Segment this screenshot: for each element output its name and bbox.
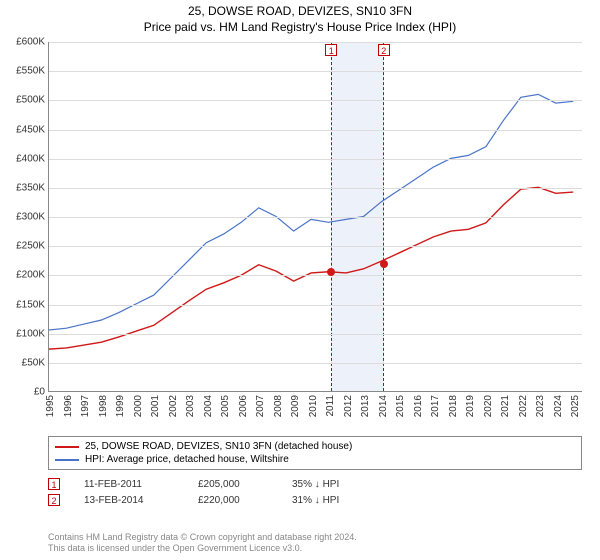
x-tick-label: 1999 <box>115 395 126 417</box>
transaction-row: 2 13-FEB-2014 £220,000 31% ↓ HPI <box>48 492 372 508</box>
y-tick-label: £100K <box>16 328 45 339</box>
transaction-date: 11-FEB-2011 <box>84 479 174 490</box>
y-tick-label: £300K <box>16 212 45 223</box>
gridline-h <box>49 275 582 276</box>
series-price_paid <box>49 187 573 349</box>
title-line2: Price paid vs. HM Land Registry's House … <box>0 20 600 36</box>
x-tick-label: 2013 <box>360 395 371 417</box>
transaction-pct: 35% ↓ HPI <box>292 479 372 490</box>
x-tick-label: 2022 <box>518 395 529 417</box>
legend-item: HPI: Average price, detached house, Wilt… <box>55 453 575 466</box>
x-tick-label: 2005 <box>220 395 231 417</box>
gridline-h <box>49 159 582 160</box>
gridline-h <box>49 334 582 335</box>
chart-plot-area: £0£50K£100K£150K£200K£250K£300K£350K£400… <box>48 42 582 392</box>
callout-badge: 2 <box>378 44 390 56</box>
x-tick-label: 2008 <box>273 395 284 417</box>
x-tick-label: 2024 <box>553 395 564 417</box>
footer-line2: This data is licensed under the Open Gov… <box>48 543 357 554</box>
x-tick-label: 2010 <box>308 395 319 417</box>
price-marker <box>380 260 388 268</box>
title-line1: 25, DOWSE ROAD, DEVIZES, SN10 3FN <box>0 4 600 20</box>
y-tick-label: £200K <box>16 270 45 281</box>
legend-item: 25, DOWSE ROAD, DEVIZES, SN10 3FN (detac… <box>55 440 575 453</box>
x-tick-label: 2018 <box>448 395 459 417</box>
x-tick-label: 2007 <box>255 395 266 417</box>
legend-swatch <box>55 459 79 461</box>
gridline-h <box>49 188 582 189</box>
gridline-h <box>49 363 582 364</box>
legend: 25, DOWSE ROAD, DEVIZES, SN10 3FN (detac… <box>48 436 582 470</box>
transaction-price: £205,000 <box>198 479 268 490</box>
gridline-h <box>49 246 582 247</box>
legend-label: HPI: Average price, detached house, Wilt… <box>85 454 289 465</box>
x-tick-label: 2006 <box>238 395 249 417</box>
transaction-date: 13-FEB-2014 <box>84 495 174 506</box>
transaction-row: 1 11-FEB-2011 £205,000 35% ↓ HPI <box>48 476 372 492</box>
x-tick-label: 2021 <box>500 395 511 417</box>
gridline-h <box>49 42 582 43</box>
x-tick-label: 1997 <box>80 395 91 417</box>
gridline-h <box>49 305 582 306</box>
y-tick-label: £550K <box>16 66 45 77</box>
y-tick-label: £0 <box>34 387 45 398</box>
x-tick-label: 2023 <box>535 395 546 417</box>
x-tick-label: 2011 <box>325 395 336 417</box>
x-tick-label: 2004 <box>203 395 214 417</box>
gridline-h <box>49 130 582 131</box>
x-tick-label: 2016 <box>413 395 424 417</box>
x-tick-label: 2014 <box>378 395 389 417</box>
x-tick-label: 2020 <box>483 395 494 417</box>
transaction-pct: 31% ↓ HPI <box>292 495 372 506</box>
x-tick-label: 2017 <box>430 395 441 417</box>
gridline-h <box>49 100 582 101</box>
x-tick-label: 2019 <box>465 395 476 417</box>
x-tick-label: 2000 <box>133 395 144 417</box>
x-tick-label: 1998 <box>98 395 109 417</box>
transaction-price: £220,000 <box>198 495 268 506</box>
y-tick-label: £450K <box>16 124 45 135</box>
x-tick-label: 2012 <box>343 395 354 417</box>
x-tick-label: 2015 <box>395 395 406 417</box>
footer-line1: Contains HM Land Registry data © Crown c… <box>48 532 357 543</box>
chart-title: 25, DOWSE ROAD, DEVIZES, SN10 3FN Price … <box>0 0 600 35</box>
y-tick-label: £400K <box>16 153 45 164</box>
y-tick-label: £150K <box>16 299 45 310</box>
transaction-table: 1 11-FEB-2011 £205,000 35% ↓ HPI 2 13-FEB-201… <box>48 476 372 508</box>
x-tick-label: 2009 <box>290 395 301 417</box>
gridline-h <box>49 217 582 218</box>
footer-attribution: Contains HM Land Registry data © Crown c… <box>48 532 357 555</box>
transaction-badge: 2 <box>48 494 60 506</box>
y-tick-label: £500K <box>16 95 45 106</box>
y-tick-label: £600K <box>16 37 45 48</box>
transaction-badge: 1 <box>48 478 60 490</box>
x-tick-label: 2002 <box>168 395 179 417</box>
price-marker <box>327 268 335 276</box>
legend-swatch <box>55 446 79 448</box>
y-tick-label: £350K <box>16 182 45 193</box>
legend-label: 25, DOWSE ROAD, DEVIZES, SN10 3FN (detac… <box>85 441 352 452</box>
y-tick-label: £50K <box>22 357 45 368</box>
callout-badge: 1 <box>325 44 337 56</box>
x-tick-label: 2003 <box>185 395 196 417</box>
y-tick-label: £250K <box>16 241 45 252</box>
x-tick-label: 2001 <box>150 395 161 417</box>
x-tick-label: 2025 <box>570 395 581 417</box>
x-tick-label: 1995 <box>45 395 56 417</box>
x-tick-label: 1996 <box>63 395 74 417</box>
gridline-h <box>49 71 582 72</box>
